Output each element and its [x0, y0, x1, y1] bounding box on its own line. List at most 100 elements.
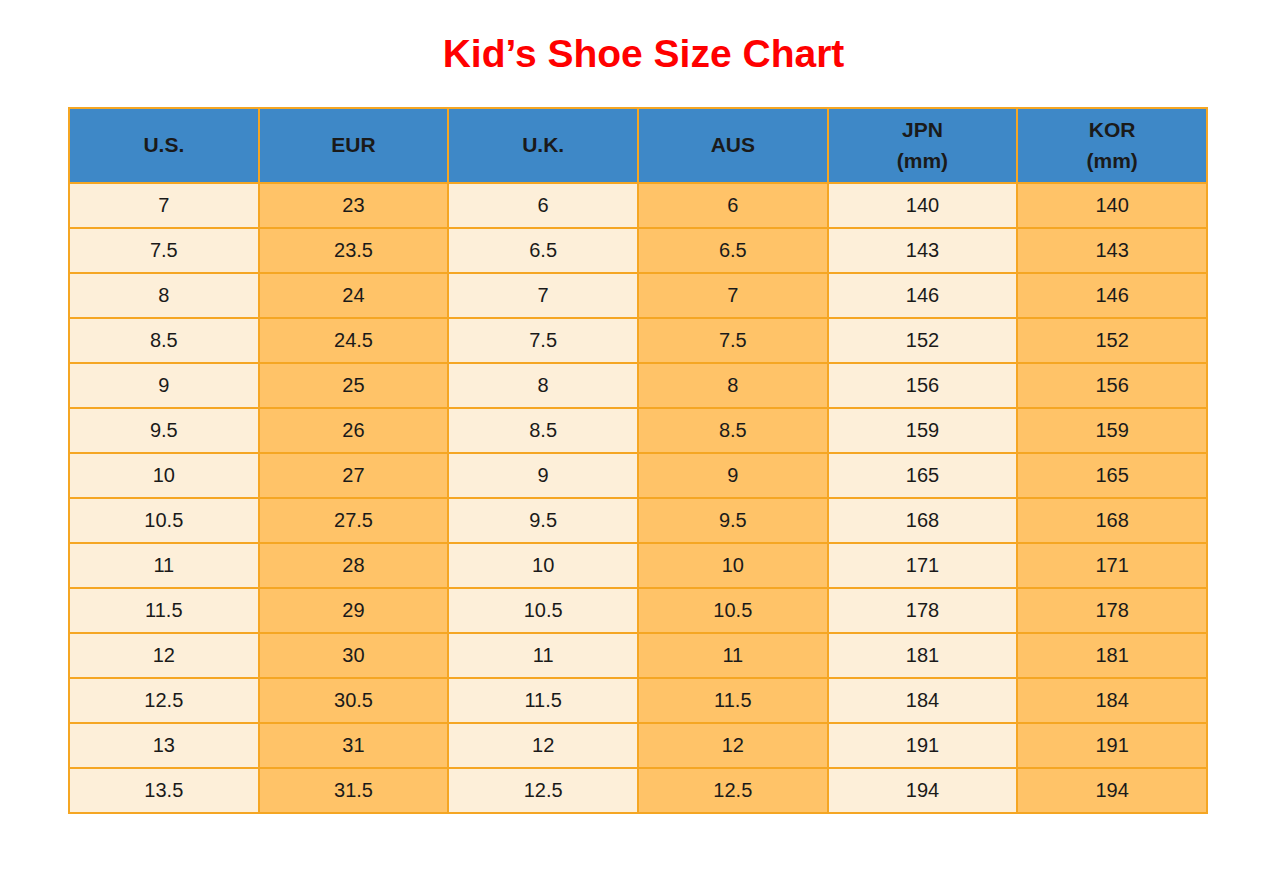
- table-cell-uk: 9: [448, 453, 638, 498]
- table-cell-aus: 9: [638, 453, 828, 498]
- table-cell-us: 11: [69, 543, 259, 588]
- table-cell-jpn: 184: [828, 678, 1018, 723]
- table-cell-kor: 191: [1017, 723, 1207, 768]
- table-cell-aus: 10: [638, 543, 828, 588]
- table-cell-uk: 6.5: [448, 228, 638, 273]
- table-row: 92588156156: [69, 363, 1207, 408]
- table-cell-us: 13.5: [69, 768, 259, 813]
- table-cell-us: 9.5: [69, 408, 259, 453]
- column-header-label: U.S.: [70, 130, 258, 160]
- column-header-eur: EUR: [259, 108, 449, 183]
- column-header-jpn: JPN(mm): [828, 108, 1018, 183]
- table-cell-us: 9: [69, 363, 259, 408]
- table-row: 102799165165: [69, 453, 1207, 498]
- table-body: 723661401407.523.56.56.51431438247714614…: [69, 183, 1207, 813]
- table-cell-jpn: 143: [828, 228, 1018, 273]
- table-cell-kor: 178: [1017, 588, 1207, 633]
- table-cell-eur: 25: [259, 363, 449, 408]
- table-cell-eur: 30: [259, 633, 449, 678]
- table-row: 13.531.512.512.5194194: [69, 768, 1207, 813]
- table-cell-uk: 7: [448, 273, 638, 318]
- table-cell-uk: 11: [448, 633, 638, 678]
- page-title: Kid’s Shoe Size Chart: [0, 33, 1287, 76]
- table-cell-eur: 23.5: [259, 228, 449, 273]
- column-header-us: U.S.: [69, 108, 259, 183]
- table-cell-jpn: 152: [828, 318, 1018, 363]
- table-cell-eur: 31.5: [259, 768, 449, 813]
- column-header-uk: U.K.: [448, 108, 638, 183]
- table-cell-kor: 143: [1017, 228, 1207, 273]
- table-cell-jpn: 181: [828, 633, 1018, 678]
- header-row: U.S.EURU.K.AUSJPN(mm)KOR(mm): [69, 108, 1207, 183]
- table-cell-aus: 8: [638, 363, 828, 408]
- table-cell-kor: 140: [1017, 183, 1207, 228]
- table-cell-aus: 7: [638, 273, 828, 318]
- table-cell-eur: 27: [259, 453, 449, 498]
- column-header-label: JPN: [829, 115, 1017, 145]
- column-header-unit: (mm): [1018, 146, 1206, 176]
- table-cell-uk: 12.5: [448, 768, 638, 813]
- table-row: 10.527.59.59.5168168: [69, 498, 1207, 543]
- column-header-kor: KOR(mm): [1017, 108, 1207, 183]
- table-row: 82477146146: [69, 273, 1207, 318]
- table-cell-eur: 30.5: [259, 678, 449, 723]
- table-cell-us: 10.5: [69, 498, 259, 543]
- table-cell-aus: 6: [638, 183, 828, 228]
- table-cell-kor: 194: [1017, 768, 1207, 813]
- table-cell-kor: 146: [1017, 273, 1207, 318]
- table-cell-jpn: 156: [828, 363, 1018, 408]
- table-cell-uk: 10: [448, 543, 638, 588]
- table-cell-aus: 7.5: [638, 318, 828, 363]
- table-cell-jpn: 159: [828, 408, 1018, 453]
- table-cell-kor: 165: [1017, 453, 1207, 498]
- table-row: 9.5268.58.5159159: [69, 408, 1207, 453]
- table-cell-kor: 152: [1017, 318, 1207, 363]
- table-cell-uk: 11.5: [448, 678, 638, 723]
- table-row: 12.530.511.511.5184184: [69, 678, 1207, 723]
- table-cell-aus: 9.5: [638, 498, 828, 543]
- table-cell-uk: 8.5: [448, 408, 638, 453]
- column-header-label: KOR: [1018, 115, 1206, 145]
- table-cell-uk: 12: [448, 723, 638, 768]
- table-cell-kor: 181: [1017, 633, 1207, 678]
- table-cell-uk: 9.5: [448, 498, 638, 543]
- table-cell-us: 12.5: [69, 678, 259, 723]
- table-cell-uk: 10.5: [448, 588, 638, 633]
- table-row: 7.523.56.56.5143143: [69, 228, 1207, 273]
- column-header-label: EUR: [260, 130, 448, 160]
- column-header-label: AUS: [639, 130, 827, 160]
- table-cell-aus: 8.5: [638, 408, 828, 453]
- column-header-unit: (mm): [829, 146, 1017, 176]
- table-cell-jpn: 178: [828, 588, 1018, 633]
- table-cell-jpn: 168: [828, 498, 1018, 543]
- table-row: 8.524.57.57.5152152: [69, 318, 1207, 363]
- table-cell-us: 11.5: [69, 588, 259, 633]
- table-cell-us: 12: [69, 633, 259, 678]
- table-row: 11.52910.510.5178178: [69, 588, 1207, 633]
- table-cell-kor: 184: [1017, 678, 1207, 723]
- table-cell-aus: 10.5: [638, 588, 828, 633]
- shoe-size-table: U.S.EURU.K.AUSJPN(mm)KOR(mm) 72366140140…: [68, 107, 1208, 814]
- table-cell-eur: 24.5: [259, 318, 449, 363]
- table-cell-eur: 28: [259, 543, 449, 588]
- table-cell-aus: 6.5: [638, 228, 828, 273]
- table-cell-jpn: 140: [828, 183, 1018, 228]
- column-header-label: U.K.: [449, 130, 637, 160]
- table-cell-eur: 26: [259, 408, 449, 453]
- table-cell-kor: 159: [1017, 408, 1207, 453]
- table-row: 13311212191191: [69, 723, 1207, 768]
- table-cell-jpn: 146: [828, 273, 1018, 318]
- table-row: 11281010171171: [69, 543, 1207, 588]
- table-cell-kor: 156: [1017, 363, 1207, 408]
- table-row: 72366140140: [69, 183, 1207, 228]
- table-cell-us: 7: [69, 183, 259, 228]
- table-cell-eur: 31: [259, 723, 449, 768]
- table-cell-eur: 23: [259, 183, 449, 228]
- table-cell-eur: 29: [259, 588, 449, 633]
- table-cell-eur: 24: [259, 273, 449, 318]
- table-header: U.S.EURU.K.AUSJPN(mm)KOR(mm): [69, 108, 1207, 183]
- table-cell-kor: 168: [1017, 498, 1207, 543]
- table-cell-uk: 7.5: [448, 318, 638, 363]
- table-cell-aus: 11.5: [638, 678, 828, 723]
- table-cell-jpn: 194: [828, 768, 1018, 813]
